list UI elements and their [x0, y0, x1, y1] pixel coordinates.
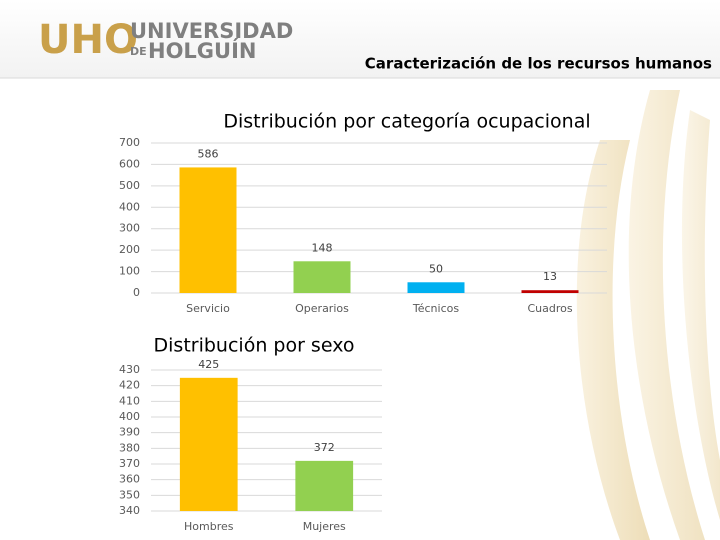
bar — [179, 377, 238, 511]
bar — [521, 290, 579, 293]
decor-curve — [681, 110, 720, 520]
x-tick-label: Hombres — [184, 520, 234, 533]
y-tick-label: 300 — [119, 222, 140, 235]
decor-curve — [576, 140, 650, 540]
chart-title: Distribución por categoría ocupacional — [223, 111, 590, 133]
x-tick-label: Cuadros — [527, 302, 572, 315]
chart-title: Distribución por sexo — [154, 335, 355, 357]
y-tick-label: 100 — [119, 265, 140, 278]
data-label: 50 — [429, 262, 443, 275]
x-tick-label: Servicio — [186, 302, 230, 315]
header-band — [0, 0, 720, 78]
data-label: 13 — [543, 270, 557, 283]
logo: UHO — [38, 17, 138, 63]
x-tick-label: Técnicos — [412, 302, 459, 315]
bar — [407, 282, 465, 293]
y-tick-label: 340 — [119, 504, 140, 517]
x-tick-label: Mujeres — [303, 520, 346, 533]
y-tick-label: 390 — [119, 426, 140, 439]
y-tick-label: 400 — [119, 410, 140, 423]
y-tick-label: 700 — [119, 136, 140, 149]
university-name: HOLGUÍN — [148, 38, 257, 63]
y-tick-label: 360 — [119, 473, 140, 486]
y-tick-label: 370 — [119, 457, 140, 470]
y-tick-label: 400 — [119, 200, 140, 213]
y-tick-label: 380 — [119, 441, 140, 454]
y-tick-label: 420 — [119, 379, 140, 392]
data-label: 586 — [198, 147, 219, 160]
y-tick-label: 350 — [119, 488, 140, 501]
x-tick-label: Operarios — [295, 302, 349, 315]
data-label: 148 — [312, 241, 333, 254]
y-tick-label: 200 — [119, 243, 140, 256]
y-tick-label: 500 — [119, 179, 140, 192]
slide-subtitle: Caracterización de los recursos humanos — [365, 55, 712, 73]
university-name: UNIVERSIDAD — [130, 19, 293, 43]
decor-curve — [628, 90, 705, 540]
y-tick-label: 600 — [119, 157, 140, 170]
y-tick-label: 410 — [119, 394, 140, 407]
university-prefix: DE — [130, 45, 147, 58]
bar — [179, 167, 237, 293]
data-label: 372 — [314, 441, 335, 454]
bar — [293, 261, 351, 293]
data-label: 425 — [198, 358, 219, 371]
bar — [295, 460, 354, 511]
y-tick-label: 430 — [119, 363, 140, 376]
y-tick-label: 0 — [133, 286, 140, 299]
